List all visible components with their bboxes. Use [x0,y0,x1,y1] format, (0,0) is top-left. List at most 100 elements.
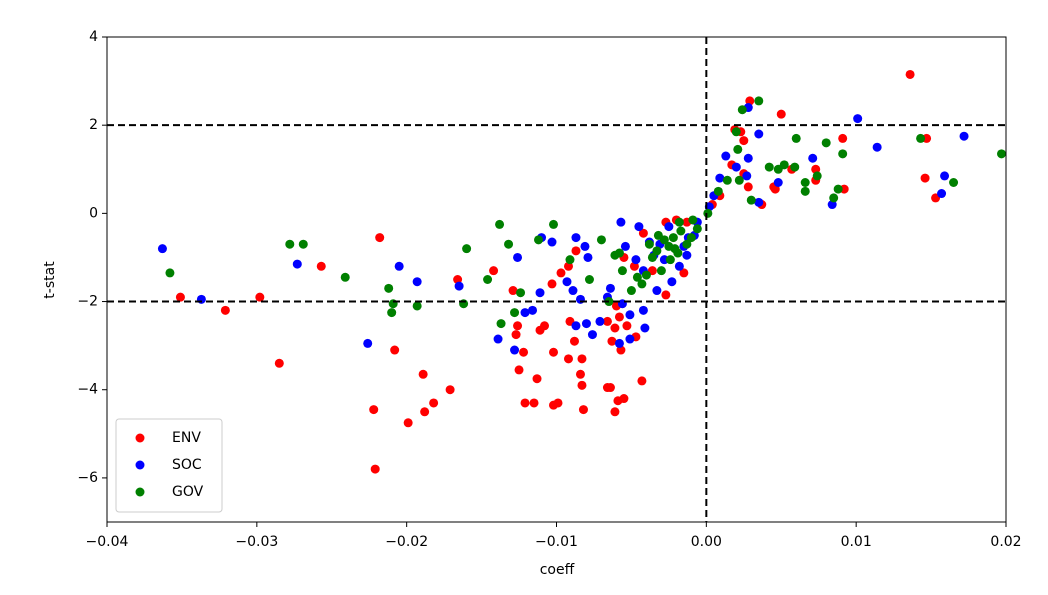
point [800,178,810,187]
point [577,354,587,364]
point [384,283,394,293]
point [670,244,680,254]
point [905,69,915,79]
legend-marker [135,460,145,470]
point [625,310,635,320]
point [369,405,379,415]
point [674,261,684,271]
point [754,129,764,139]
point [653,230,663,240]
point [821,138,831,148]
point [157,244,167,254]
x-tick-label: −0.04 [86,534,129,550]
point [641,270,651,280]
x-tick-label: 0.01 [841,534,872,550]
point [420,407,430,417]
point [610,407,620,417]
point [661,290,671,300]
point [495,219,505,229]
point [520,308,530,318]
point [556,268,566,278]
point [703,208,713,218]
point [808,153,818,163]
point [667,277,677,287]
point [754,96,764,106]
point [483,275,493,284]
point [743,153,753,163]
point [812,171,822,181]
point [298,239,308,249]
x-tick-label: −0.02 [385,534,428,550]
point [370,464,380,474]
point [622,321,632,331]
point [682,250,692,260]
point [165,268,175,278]
point [746,195,756,205]
point [292,259,302,269]
point [733,144,743,154]
point [614,312,624,322]
legend-marker [135,487,145,497]
point [493,334,503,344]
point [734,175,744,185]
point [403,418,413,428]
x-axis-label: coeff [540,562,575,578]
point [682,239,692,249]
point [394,261,404,271]
point [625,334,635,344]
point [316,261,326,271]
y-axis-label: t-stat [42,261,58,299]
point [535,325,545,335]
point [569,336,579,346]
point [605,283,615,293]
point [504,239,514,249]
point [665,255,675,265]
point [563,354,573,364]
point [610,323,620,333]
y-tick-label: −6 [77,470,98,486]
point [220,305,230,315]
legend-label: ENV [172,430,201,446]
point [595,316,605,326]
point [722,175,732,185]
point [528,305,538,315]
x-tick-label: −0.03 [235,534,278,550]
legend-box [115,418,223,513]
point [513,252,523,262]
point [510,345,520,355]
point [647,252,657,262]
point [997,149,1007,159]
point [674,217,684,227]
point [510,308,520,318]
point [664,222,674,232]
point [575,369,585,379]
point [535,288,545,298]
point [418,369,428,379]
point [274,358,284,368]
point [638,305,648,315]
point [532,374,542,384]
legend-label: GOV [172,484,204,500]
y-tick-label: 4 [89,29,98,45]
point [631,255,641,265]
point [547,237,557,247]
point [581,319,591,329]
point [584,275,594,284]
point [676,226,686,236]
plot-frame [106,36,1007,523]
point [920,173,930,183]
point [652,286,662,296]
point [620,241,630,251]
point [959,131,969,141]
point [511,330,521,340]
point [387,308,397,318]
point [412,301,422,311]
x-tick-label: 0.00 [691,534,722,550]
y-tick-label: 2 [89,117,98,133]
point [742,171,752,181]
point [514,365,524,375]
point [363,338,373,348]
point [508,286,518,296]
point [617,266,627,276]
